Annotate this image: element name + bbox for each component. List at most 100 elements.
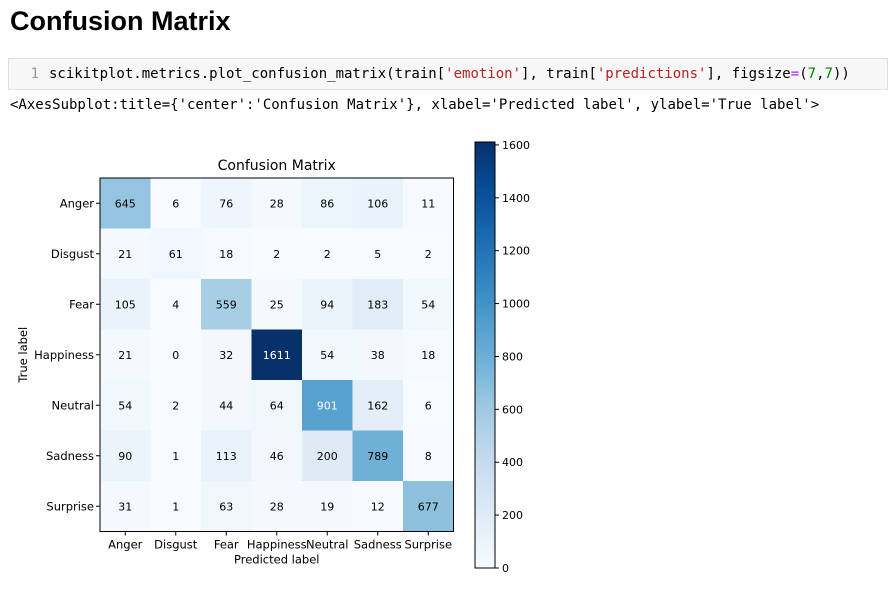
colorbar-tick-label: 1200	[502, 245, 530, 258]
heatmap-cell	[302, 430, 353, 482]
y-tick-label: Surprise	[46, 499, 94, 513]
cell-value-label: 5	[374, 248, 381, 261]
heatmap-cell	[150, 329, 202, 381]
cell-output-text: <AxesSubplot:title={'center':'Confusion …	[10, 97, 820, 113]
chart-title: Confusion Matrix	[218, 158, 336, 174]
heatmap-cell	[201, 228, 252, 280]
heatmap-cell	[201, 329, 252, 381]
heatmap-cell	[403, 481, 454, 532]
cell-value-label: 54	[421, 298, 435, 311]
cell-value-label: 19	[320, 500, 334, 513]
heatmap-cell	[150, 228, 202, 280]
colorbar-tick-label: 200	[502, 509, 523, 522]
code-token: ], train[	[521, 66, 597, 82]
cell-value-label: 2	[425, 248, 432, 261]
heatmap-cell	[352, 380, 404, 431]
cell-value-label: 559	[216, 298, 237, 311]
heatmap-cell	[302, 481, 353, 532]
y-tick-label: Disgust	[51, 247, 95, 261]
cell-value-label: 28	[270, 197, 284, 210]
cell-value-label: 6	[172, 197, 179, 210]
heatmap-cell	[302, 228, 353, 280]
code-input-cell[interactable]: 1 scikitplot.metrics.plot_confusion_matr…	[8, 58, 888, 90]
cell-value-label: 11	[421, 197, 435, 210]
code-token: =	[790, 66, 800, 82]
cell-value-label: 21	[118, 349, 132, 362]
cell-value-label: 2	[172, 399, 179, 412]
code-token: scikitplot.metrics.plot_confusion_matrix…	[49, 66, 446, 82]
heatmap-cell	[201, 279, 252, 330]
cell-value-label: 113	[216, 450, 237, 463]
y-tick-label: Fear	[69, 297, 94, 311]
heatmap-cell	[251, 279, 303, 330]
cell-value-label: 94	[320, 298, 334, 311]
heatmap-cell	[302, 380, 353, 431]
cell-value-label: 1611	[263, 349, 291, 362]
y-tick-label: Neutral	[52, 398, 94, 412]
cell-value-label: 183	[367, 298, 388, 311]
colorbar	[474, 141, 496, 569]
heatmap-cell	[251, 329, 303, 381]
cell-value-label: 2	[324, 248, 331, 261]
heatmap-cell	[100, 178, 151, 229]
heatmap-cell	[100, 329, 151, 381]
cell-value-label: 21	[118, 248, 132, 261]
x-tick-label: Anger	[108, 538, 143, 552]
cell-value-label: 90	[118, 450, 132, 463]
heatmap-cell	[403, 228, 454, 280]
x-tick-label: Neutral	[306, 538, 348, 552]
cell-value-label: 901	[317, 399, 338, 412]
heatmap-cell	[100, 279, 151, 330]
cell-value-label: 38	[371, 349, 385, 362]
cell-value-label: 44	[219, 399, 233, 412]
cell-value-label: 4	[172, 298, 179, 311]
x-tick-label: Disgust	[154, 538, 198, 552]
cell-value-label: 12	[371, 500, 385, 513]
x-tick-label: Surprise	[404, 538, 452, 552]
x-tick-label: Happiness	[247, 538, 307, 552]
colorbar-tick-label: 600	[502, 403, 523, 416]
cell-value-label: 86	[320, 197, 334, 210]
cell-value-label: 106	[367, 197, 388, 210]
colorbar-tick-label: 800	[502, 350, 523, 363]
colorbar-tick-label: 1400	[502, 192, 530, 205]
code-token: 'emotion'	[445, 66, 522, 82]
cell-value-label: 18	[421, 349, 435, 362]
y-tick-label: Sadness	[46, 449, 94, 463]
x-axis-label: Predicted label	[234, 553, 319, 567]
cell-value-label: 46	[270, 450, 284, 463]
colorbar-tick-label: 1000	[502, 298, 530, 311]
colorbar-tick-label: 1600	[502, 139, 530, 152]
heatmap-cell	[403, 380, 454, 431]
heatmap-cell	[150, 481, 202, 532]
heatmap-cell	[302, 178, 353, 229]
code-token: ))	[832, 66, 850, 82]
heatmap-cell	[352, 430, 404, 482]
heatmap-cell	[352, 228, 404, 280]
heatmap-cell	[150, 430, 202, 482]
cell-value-label: 1	[172, 500, 179, 513]
code-line[interactable]: scikitplot.metrics.plot_confusion_matrix…	[49, 66, 850, 82]
code-token: 7	[807, 66, 817, 82]
heatmap-cell	[251, 430, 303, 482]
cell-value-label: 2	[273, 248, 280, 261]
x-tick-label: Sadness	[354, 538, 402, 552]
cell-value-label: 645	[115, 197, 136, 210]
heatmap-cell	[100, 228, 151, 280]
cell-value-label: 1	[172, 450, 179, 463]
heatmap-cell	[302, 329, 353, 381]
heatmap-cell	[403, 430, 454, 482]
heatmap-cell	[403, 279, 454, 330]
y-axis-label: True label	[16, 327, 30, 384]
heatmap-cell	[150, 178, 202, 229]
cell-value-label: 0	[172, 349, 179, 362]
heatmap-cell	[251, 178, 303, 229]
heatmap-cell	[352, 279, 404, 330]
heatmap-cell	[352, 481, 404, 532]
heatmap-cell	[352, 329, 404, 381]
cell-value-label: 32	[219, 349, 233, 362]
cell-value-label: 200	[317, 450, 338, 463]
y-tick-label: Anger	[60, 196, 95, 210]
colorbar-tick-label: 400	[502, 456, 523, 469]
